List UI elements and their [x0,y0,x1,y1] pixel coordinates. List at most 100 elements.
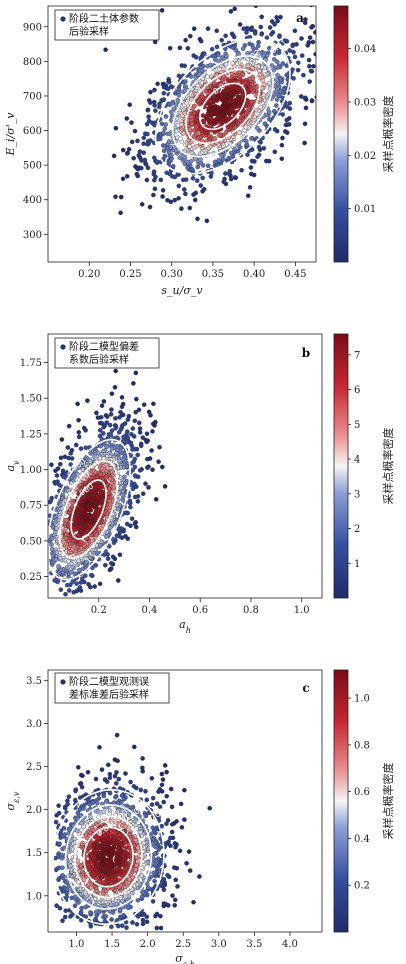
data-point [134,396,139,402]
data-point [160,194,165,199]
data-point [162,153,168,159]
data-point [249,171,254,177]
data-point [159,771,165,777]
data-point [258,104,263,110]
legend-frame [54,672,170,704]
data-point [115,758,120,764]
data-point [161,130,166,136]
data-point [59,865,65,870]
data-point [107,422,113,428]
plot-frame [47,669,323,933]
data-point [124,116,130,121]
data-point [179,206,184,211]
data-point [269,32,274,37]
data-point [83,573,88,578]
data-point [184,100,189,106]
plot-frame [47,333,323,599]
data-point [187,868,193,873]
data-point [49,462,54,467]
data-point [99,767,105,772]
colorbar-tick-label: 0.03 [354,98,376,109]
data-point [317,93,321,97]
data-point [136,420,142,426]
data-point [249,158,255,164]
data-point [269,19,275,24]
data-point [149,802,155,807]
data-point [156,847,161,852]
data-point [81,877,87,882]
data-point [272,51,278,56]
data-point [322,72,326,76]
data-point [191,899,196,905]
data-point [327,86,331,90]
data-point [185,46,191,51]
data-point [79,784,85,790]
data-point [116,578,121,583]
data-point [228,9,234,14]
data-point [63,591,68,597]
data-point [259,85,265,91]
data-point [272,149,278,155]
data-point [173,877,178,883]
data-point [164,821,169,826]
data-point [109,428,115,433]
data-point [182,817,187,822]
data-point [98,443,103,449]
data-point [162,484,168,489]
x-tick-label: 2.0 [140,939,156,950]
data-point [245,193,251,198]
data-point [216,157,222,163]
data-point [148,100,153,105]
data-point [245,152,250,157]
data-point [244,30,249,35]
data-point [109,560,114,566]
data-point [72,894,78,899]
data-point [134,785,139,791]
data-point [169,829,175,835]
y-tick-label: 3.5 [26,676,42,687]
data-point [290,43,295,49]
data-point [113,416,118,421]
data-point [107,790,113,796]
data-point [161,97,167,102]
data-point [112,385,118,390]
data-point [237,22,243,27]
data-point [58,455,64,461]
data-point [248,165,254,170]
y-tick-label: 800 [23,57,42,68]
data-point [205,163,211,169]
data-point [195,216,200,222]
colorbar-label: 采样点概率密度 [381,96,395,173]
data-point [158,913,163,919]
data-point [132,418,138,424]
data-point [173,844,178,850]
data-point [264,35,270,40]
y-tick-label: 1.00 [20,465,42,476]
data-point [121,434,126,440]
data-point [193,75,198,81]
data-point [309,98,315,103]
data-point [133,409,138,415]
data-point [144,431,150,436]
legend-marker [60,16,66,22]
data-point [160,777,166,782]
data-point [313,30,316,35]
colorbar-label: 采样点概率密度 [381,763,395,840]
data-point [58,461,63,467]
data-point [59,856,65,861]
data-point [192,197,198,203]
contour-line [74,815,143,899]
data-point [209,46,215,52]
data-point [58,587,64,592]
data-point [109,446,115,452]
data-point [261,146,267,151]
data-point [267,80,272,86]
data-point [66,558,71,564]
data-point [86,507,91,512]
data-point [145,885,151,890]
x-tick-label: 0.6 [192,605,208,616]
data-point [104,779,110,784]
data-point [49,542,54,547]
y-tick-label: 1.0 [26,891,42,902]
